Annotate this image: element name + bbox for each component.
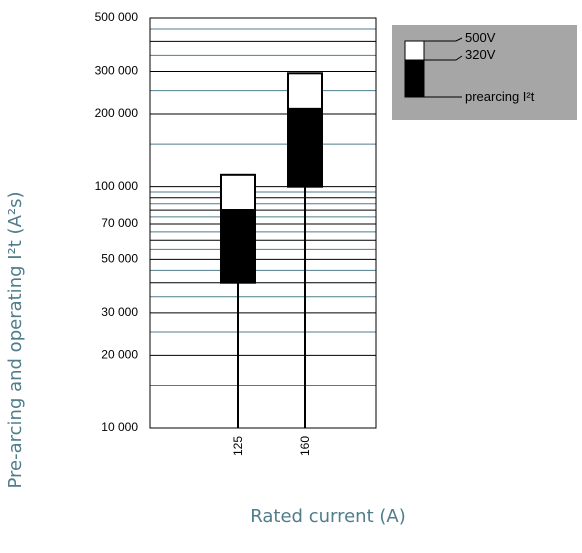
legend-label-320v: 320V <box>465 47 496 62</box>
y-tick-label: 50 000 <box>101 251 138 265</box>
y-tick-label: 10 000 <box>101 420 138 434</box>
legend-leader-320v <box>424 55 463 61</box>
x-tick-labels: 125 160 <box>231 436 312 456</box>
x-tick-label: 125 <box>231 436 245 456</box>
bars <box>220 72 323 284</box>
legend-leader-500v <box>424 37 463 42</box>
bar-500v <box>220 173 256 212</box>
y-tick-label: 500 000 <box>95 10 139 24</box>
bar-prearcing <box>220 209 256 284</box>
y-tick-labels: 500 000 300 000 200 000 100 000 70 000 50 000… <box>95 10 139 434</box>
x-tick-label: 160 <box>298 436 312 456</box>
bar-prearcing <box>287 107 323 188</box>
legend-label-prearcing: prearcing I²t <box>465 89 535 104</box>
y-tick-label: 30 000 <box>101 305 138 319</box>
y-tick-label: 200 000 <box>95 106 139 120</box>
legend-swatch-500v <box>404 40 425 61</box>
legend-swatch-prearcing <box>404 59 425 98</box>
legend-label-500v: 500V <box>465 30 496 45</box>
legend: 500V 320V prearcing I²t <box>392 25 577 120</box>
bar-stems <box>237 186 306 428</box>
bar-500v <box>287 72 323 110</box>
y-tick-label: 20 000 <box>101 348 138 362</box>
y-tick-label: 300 000 <box>95 64 139 78</box>
y-tick-label: 100 000 <box>95 179 139 193</box>
x-axis-title: Rated current (A) <box>250 506 405 527</box>
grid-lines <box>150 17 376 429</box>
plot-frame <box>149 17 377 429</box>
y-axis-title: Pre-arcing and operating I²t (A²s) <box>5 192 26 489</box>
y-tick-label: 70 000 <box>101 216 138 230</box>
